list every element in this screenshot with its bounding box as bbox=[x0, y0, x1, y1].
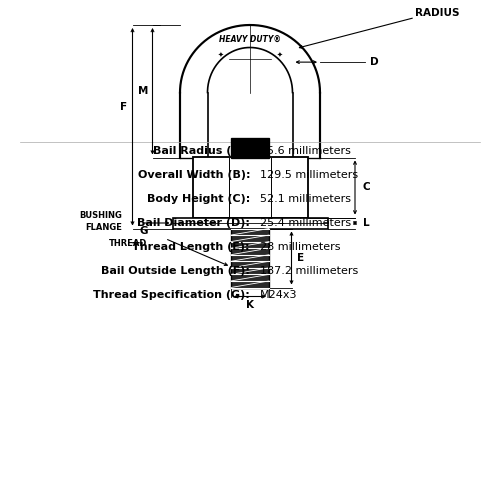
Text: Bail Radius (A):: Bail Radius (A): bbox=[154, 146, 250, 156]
Text: ✦: ✦ bbox=[218, 52, 223, 57]
Text: M24x3: M24x3 bbox=[260, 290, 298, 300]
Bar bbox=[231, 228, 269, 288]
Text: 28 millimeters: 28 millimeters bbox=[260, 242, 340, 252]
Text: G: G bbox=[139, 226, 147, 236]
Text: 187.2 millimeters: 187.2 millimeters bbox=[260, 266, 358, 276]
Text: 35.6 millimeters: 35.6 millimeters bbox=[260, 146, 351, 156]
Text: F: F bbox=[120, 102, 127, 112]
Text: D: D bbox=[370, 57, 378, 67]
Bar bbox=[172, 218, 328, 228]
Text: Bail Outside Length (F):: Bail Outside Length (F): bbox=[101, 266, 250, 276]
Text: FLANGE: FLANGE bbox=[86, 222, 122, 232]
Text: 52.1 millimeters: 52.1 millimeters bbox=[260, 194, 351, 204]
Text: 25.4 millimeters: 25.4 millimeters bbox=[260, 218, 351, 228]
Text: K: K bbox=[246, 300, 254, 310]
Text: Thread Specification (G):: Thread Specification (G): bbox=[93, 290, 250, 300]
Text: Thread Length (E):: Thread Length (E): bbox=[132, 242, 250, 252]
Text: Body Height (C):: Body Height (C): bbox=[147, 194, 250, 204]
Text: RADIUS: RADIUS bbox=[415, 8, 460, 18]
Text: M: M bbox=[138, 86, 148, 96]
Text: L: L bbox=[362, 218, 369, 228]
Text: BUSHING: BUSHING bbox=[80, 210, 122, 220]
Text: ✦: ✦ bbox=[277, 52, 282, 57]
Bar bbox=[192, 158, 308, 218]
Text: 129.5 millimeters: 129.5 millimeters bbox=[260, 170, 358, 180]
Text: E: E bbox=[296, 253, 304, 263]
Text: Bail Diameter (D):: Bail Diameter (D): bbox=[137, 218, 250, 228]
Text: THREAD: THREAD bbox=[109, 239, 148, 248]
Text: C: C bbox=[362, 182, 370, 192]
Text: Overall Width (B):: Overall Width (B): bbox=[138, 170, 250, 180]
Text: HEAVY DUTY®: HEAVY DUTY® bbox=[219, 36, 281, 44]
Bar bbox=[231, 138, 269, 158]
